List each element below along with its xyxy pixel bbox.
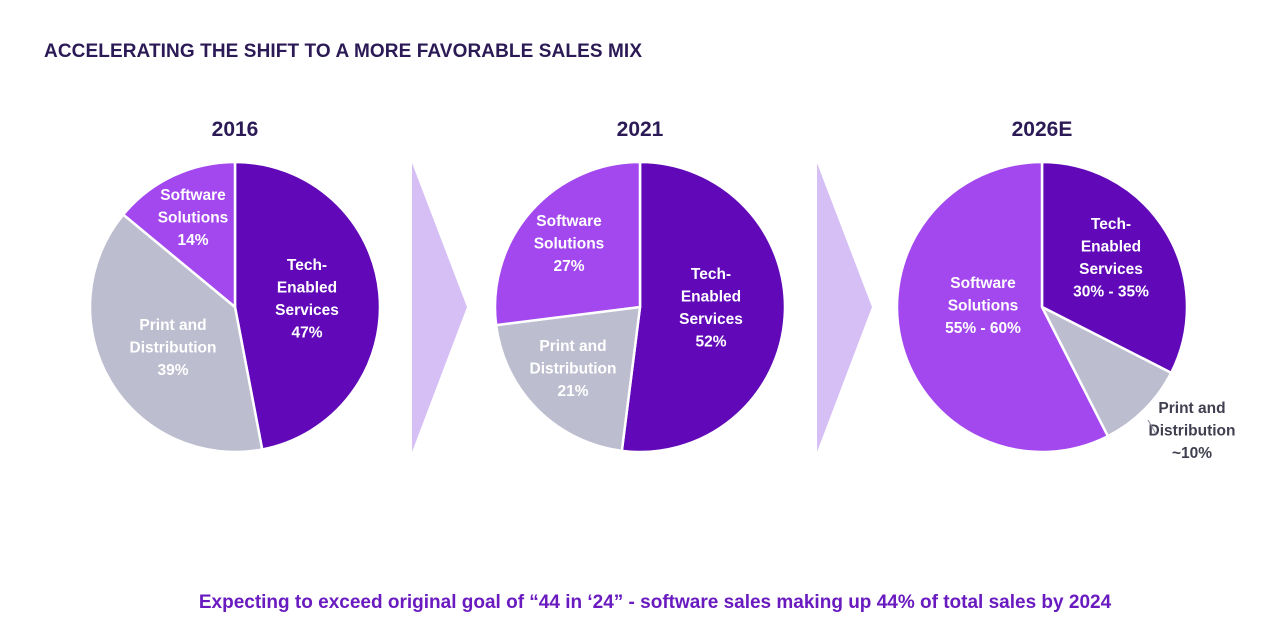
page-title: ACCELERATING THE SHIFT TO A MORE FAVORAB…	[44, 41, 643, 62]
slice-label: Software Solutions 27%	[534, 213, 605, 275]
slice-label: Print and Distribution ~10%	[1149, 400, 1236, 462]
slice-label: Tech-Enabled Services 30% - 35%	[1073, 216, 1149, 301]
transition-arrow-2	[817, 163, 872, 452]
pie-slice-tech-enabled	[620, 160, 787, 454]
pie-chart-2026E: 2026E Tech-Enabled Services 30% - 35% Print …	[895, 118, 1236, 462]
transition-arrow-1	[412, 163, 467, 452]
slice-label: Software Solutions 14%	[158, 187, 229, 249]
pie-slice-print	[494, 305, 642, 453]
chart-title: 2016	[212, 118, 259, 141]
pie-slice-software	[493, 160, 642, 327]
pie-slice-tech-enabled	[233, 160, 382, 451]
pie-slice-tech-enabled	[1040, 160, 1189, 375]
slice-label: Software Solutions 55% - 60%	[945, 275, 1021, 337]
pie-slice-print	[88, 213, 264, 454]
pie-slice-software	[122, 160, 237, 309]
pie-chart-2021: 2021 Tech-Enabled Services 52% Print and Dist…	[493, 118, 787, 454]
slice-label: Print and Distribution 39%	[130, 317, 217, 379]
slice-label: Tech-Enabled Services 52%	[679, 266, 743, 351]
slice-label: Tech-Enabled Services 47%	[275, 257, 339, 342]
leader-line	[1147, 419, 1157, 435]
footer-note: Expecting to exceed original goal of “44…	[198, 592, 1112, 613]
pie-slice-software	[895, 160, 1110, 454]
chart-title: 2021	[617, 118, 664, 141]
slice-label: Print and Distribution 21%	[530, 338, 617, 400]
pie-chart-2016: 2016 Tech-Enabled Services 47% Print and Dist…	[88, 118, 382, 454]
pie-slice-print	[1040, 305, 1173, 438]
chart-title: 2026E	[1012, 118, 1073, 141]
